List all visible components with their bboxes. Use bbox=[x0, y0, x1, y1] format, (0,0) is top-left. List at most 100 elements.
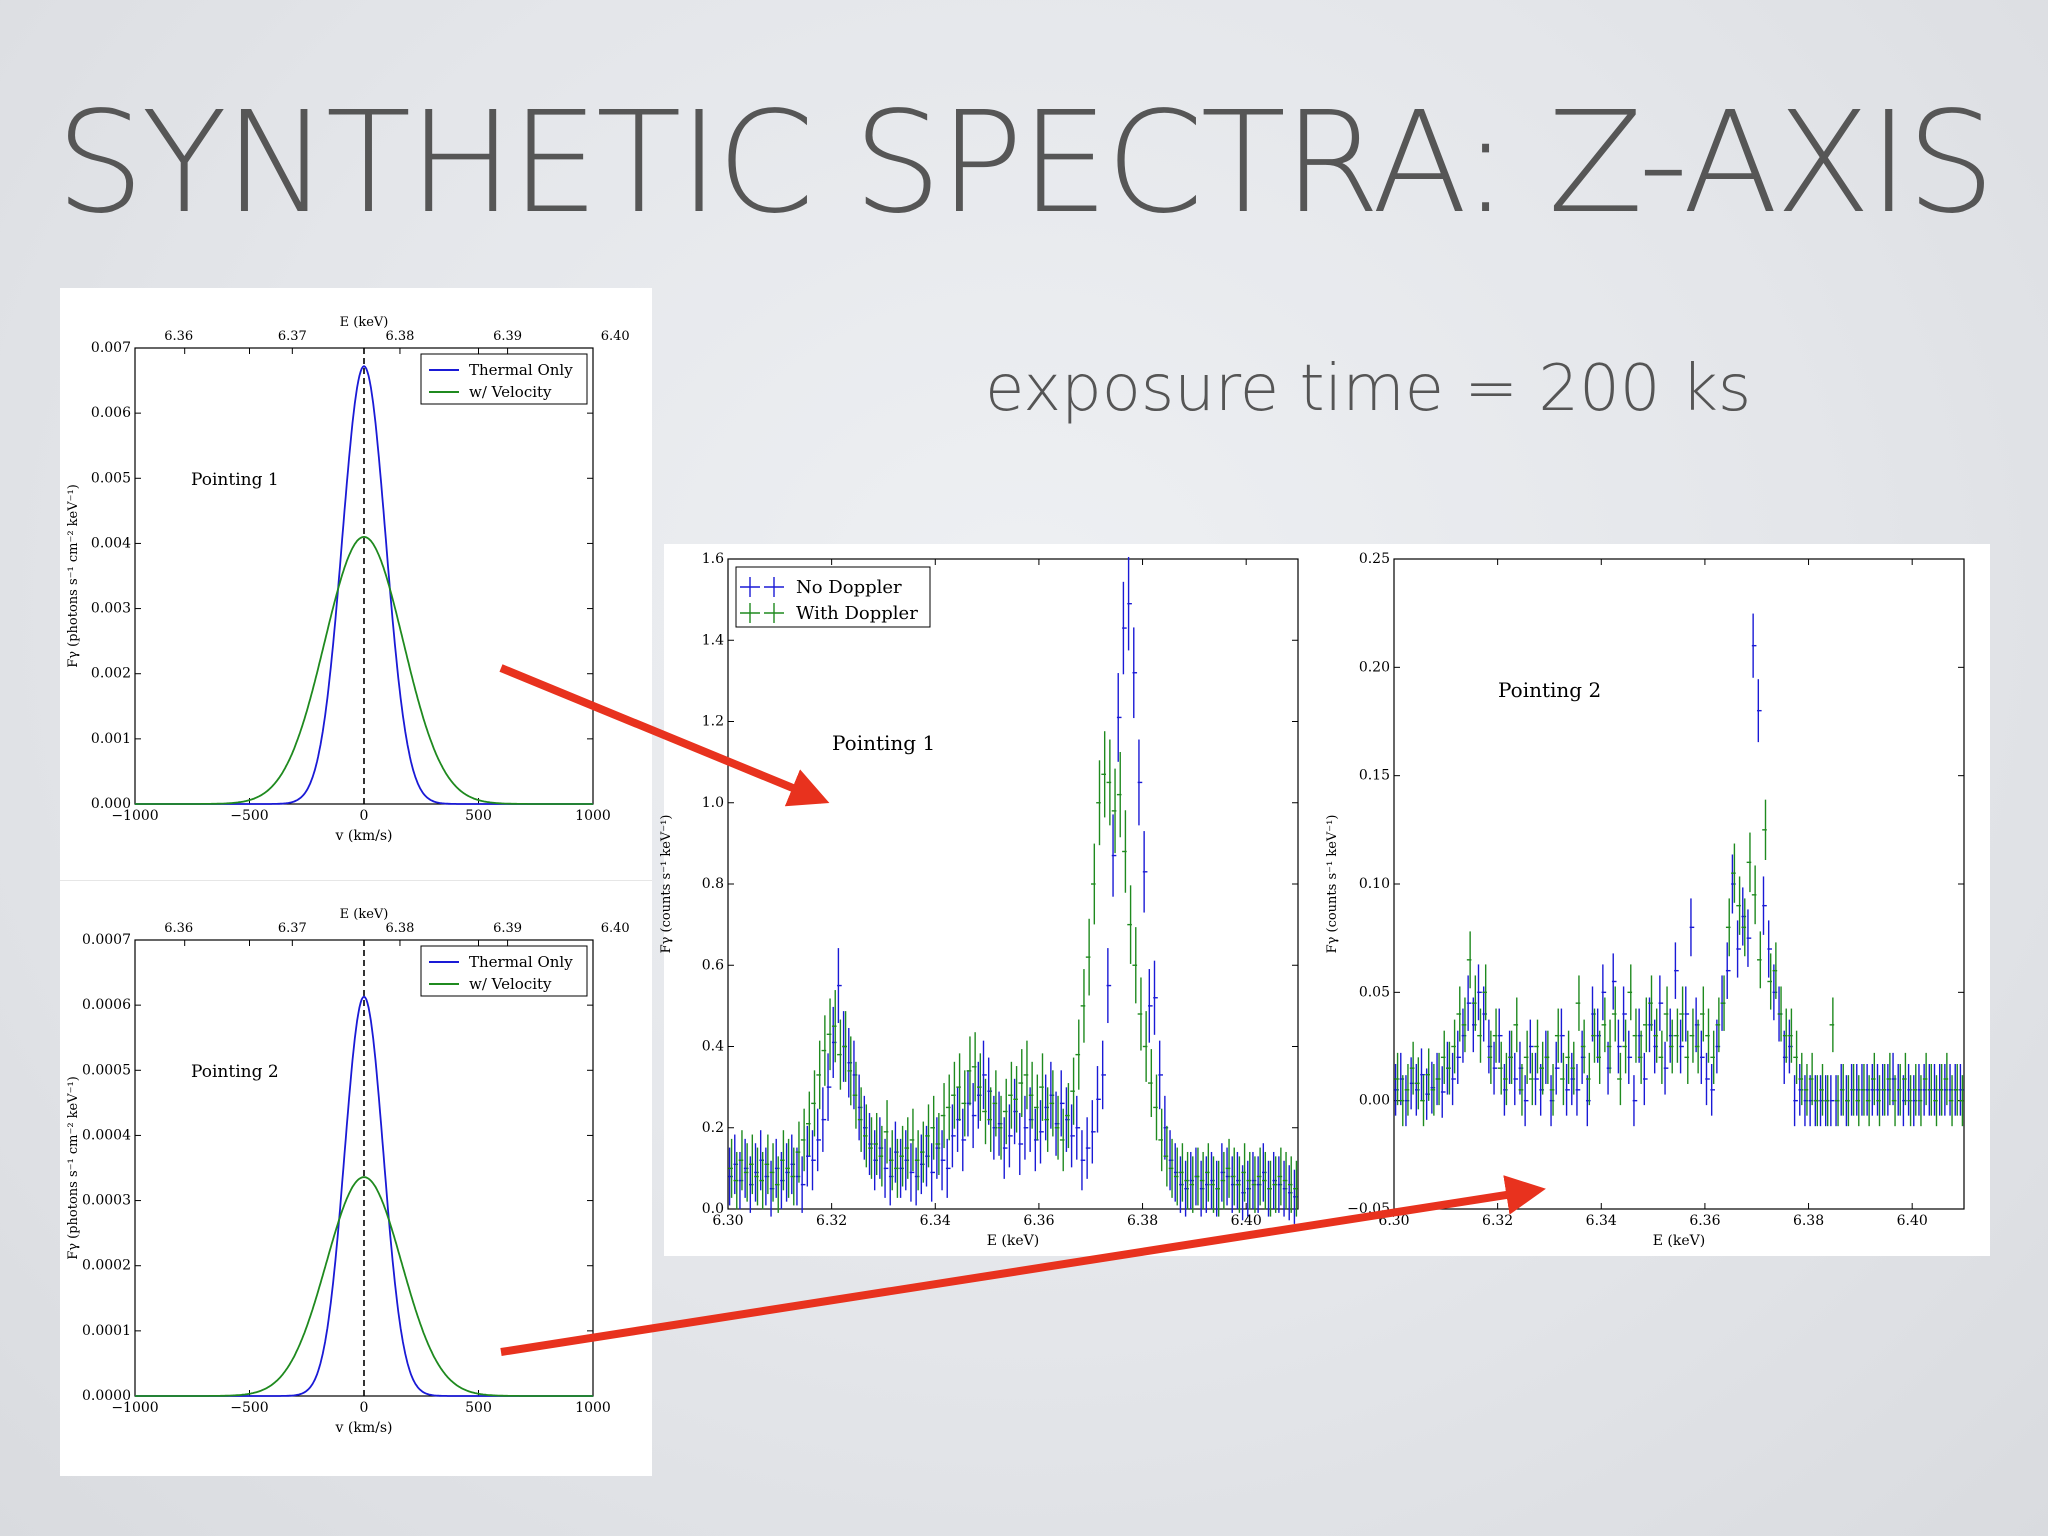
p1-line-ytick-label: 0.004 bbox=[91, 535, 131, 551]
p2-spec-plot-frame bbox=[1393, 558, 1965, 1210]
pointing-1-spectrum-chart: 6.30 6.32 6.34 6.36 6.38 6.400.00.20.40.60.81… bbox=[659, 551, 1299, 1249]
p1-line-x-axis-label: v (km/s) bbox=[335, 828, 393, 844]
p2-line-ytick-label: 0.0000 bbox=[82, 1388, 131, 1404]
p1-line-top-axis-label: E (keV) bbox=[340, 315, 389, 330]
p1-spec-ytick-label: 0.2 bbox=[702, 1120, 724, 1136]
p1-line-plot-frame bbox=[134, 347, 594, 805]
p2-line-legend-label: Thermal Only bbox=[469, 953, 573, 971]
p2-line-ytick-label: 0.0004 bbox=[82, 1127, 131, 1143]
p2-line-top-tick-label: 6.40 bbox=[601, 921, 630, 936]
p1-spec-xtick-label: 6.38 bbox=[1127, 1213, 1158, 1229]
p1-line-ytick-label: 0.003 bbox=[91, 601, 131, 617]
slide-title: SYNTHETIC SPECTRA: Z-AXIS bbox=[55, 82, 1996, 245]
p2-line-y-axis-label: Fγ (photons s⁻¹ cm⁻² keV⁻¹) bbox=[66, 1076, 81, 1260]
p2-line-series-thermal-line bbox=[135, 995, 593, 1397]
p2-spec-ytick-label: 0.15 bbox=[1359, 768, 1390, 784]
p2-spec-xtick-label: 6.40 bbox=[1897, 1213, 1928, 1229]
p1-line-top-tick-label: 6.38 bbox=[385, 329, 414, 344]
p2-spec-x-axis-label: E (keV) bbox=[1653, 1233, 1705, 1249]
p1-spec-legend-label: No Doppler bbox=[796, 577, 902, 598]
p1-line-xtick-label: 500 bbox=[465, 808, 492, 824]
p1-spec-ytick-label: 0.8 bbox=[702, 876, 724, 892]
p2-line-xtick-label: −1000 bbox=[111, 1400, 158, 1416]
p2-spec-xtick-label: 6.34 bbox=[1586, 1213, 1617, 1229]
p1-line-ytick-label: 0.005 bbox=[91, 470, 131, 486]
p2-spec-y-axis-label: Fγ (counts s⁻¹ keV⁻¹) bbox=[1325, 815, 1340, 954]
p2-line-x-axis-label: v (km/s) bbox=[335, 1420, 393, 1436]
p2-spec-ytick-label: 0.00 bbox=[1359, 1093, 1390, 1109]
p2-spec-ytick-label: 0.10 bbox=[1359, 876, 1390, 892]
p2-spec-ytick-label: 0.05 bbox=[1359, 984, 1390, 1000]
p2-line-xtick-label: −500 bbox=[230, 1400, 268, 1416]
p1-line-ytick-label: 0.002 bbox=[91, 666, 131, 682]
pointing-1-line-chart: −1000 −500 0 500 1000 0.000 0.001 0.002 0.003 0.0… bbox=[66, 315, 630, 844]
p2-line-top-tick-label: 6.38 bbox=[385, 921, 414, 936]
p1-line-xtick-label: 1000 bbox=[575, 808, 611, 824]
p1-line-legend bbox=[420, 353, 588, 405]
p1-spec-ytick-label: 0.6 bbox=[702, 957, 724, 973]
p2-line-ytick-label: 0.0005 bbox=[82, 1062, 131, 1078]
p1-line-ytick-label: 0.007 bbox=[91, 340, 131, 356]
p2-line-plot-frame bbox=[134, 939, 594, 1397]
left-figure-panel: −1000 −500 0 500 1000 0.000 0.001 0.002 0.003 0.0… bbox=[60, 288, 652, 1476]
p1-line-annotation: Pointing 1 bbox=[191, 470, 279, 490]
right-figure-panel: 6.30 6.32 6.34 6.36 6.38 6.40 0.0 0.2 0.4 0.6 0.8 1… bbox=[659, 544, 1990, 1256]
p2-line-xtick-label: 1000 bbox=[575, 1400, 611, 1416]
p1-spec-plot-frame bbox=[727, 558, 1299, 1210]
p1-spec-x-axis-label: E (keV) bbox=[987, 1233, 1039, 1249]
p1-spec-ytick-label: 1.4 bbox=[702, 632, 724, 648]
p2-line-legend bbox=[420, 945, 588, 997]
p1-line-xtick-label: 0 bbox=[360, 808, 369, 824]
p1-line-top-tick-label: 6.36 bbox=[164, 329, 193, 344]
p1-spec-legend-label: With Doppler bbox=[796, 603, 918, 624]
p1-line-top-tick-label: 6.40 bbox=[601, 329, 630, 344]
p1-line-ytick-label: 0.006 bbox=[91, 405, 131, 421]
p2-spec-ytick-label: −0.05 bbox=[1347, 1201, 1390, 1217]
p1-spec-ytick-label: 0.0 bbox=[702, 1201, 724, 1217]
p2-spec-ytick-label: 0.25 bbox=[1359, 551, 1390, 567]
p1-line-legend-label: Thermal Only bbox=[469, 361, 573, 379]
p2-line-ytick-label: 0.0003 bbox=[82, 1193, 131, 1209]
p1-spec-legend bbox=[735, 566, 931, 628]
pointing-2-spectrum-chart: 6.30 6.32 6.34 6.36 6.38 6.40−0.050.000.050.1… bbox=[1325, 551, 1965, 1249]
p1-line-y-axis-label: Fγ (photons s⁻¹ cm⁻² keV⁻¹) bbox=[66, 484, 81, 668]
p1-spec-ytick-label: 1.0 bbox=[702, 795, 724, 811]
p2-spec-xtick-label: 6.36 bbox=[1689, 1213, 1720, 1229]
p1-spec-ytick-label: 0.4 bbox=[702, 1039, 724, 1055]
p2-line-top-tick-label: 6.39 bbox=[493, 921, 522, 936]
p1-spec-ytick-label: 1.6 bbox=[702, 551, 724, 567]
p1-spec-xtick-label: 6.36 bbox=[1023, 1213, 1054, 1229]
p1-line-ytick-label: 0.000 bbox=[91, 796, 131, 812]
p2-line-top-axis-label: E (keV) bbox=[340, 907, 389, 922]
p2-line-ytick-label: 0.0002 bbox=[82, 1258, 131, 1274]
p2-line-xtick-label: 0 bbox=[360, 1400, 369, 1416]
p2-line-legend-label: w/ Velocity bbox=[469, 975, 552, 993]
p1-line-xtick-label: −500 bbox=[230, 808, 268, 824]
exposure-label: exposure time = 200 ks bbox=[985, 352, 1752, 426]
p1-spec-annotation: Pointing 1 bbox=[832, 731, 935, 755]
p2-line-annotation: Pointing 2 bbox=[191, 1062, 279, 1082]
p2-spec-xtick-label: 6.32 bbox=[1482, 1213, 1513, 1229]
p1-line-ytick-label: 0.001 bbox=[91, 731, 131, 747]
pointing-2-line-chart: −1000 −500 0 500 1000 0.0000 0.0001 0.0002 0.000… bbox=[66, 907, 630, 1436]
p2-spec-annotation: Pointing 2 bbox=[1498, 678, 1601, 702]
p1-line-top-tick-label: 6.37 bbox=[278, 329, 307, 344]
p2-spec-ytick-label: 0.20 bbox=[1359, 659, 1390, 675]
p2-line-top-tick-label: 6.37 bbox=[278, 921, 307, 936]
p1-spec-ytick-label: 1.2 bbox=[702, 714, 724, 730]
p1-spec-y-axis-label: Fγ (counts s⁻¹ keV⁻¹) bbox=[659, 815, 674, 954]
p2-line-ytick-label: 0.0007 bbox=[82, 932, 131, 948]
p1-line-legend-label: w/ Velocity bbox=[469, 383, 552, 401]
panel-divider bbox=[60, 880, 652, 881]
p2-line-ytick-label: 0.0006 bbox=[82, 997, 131, 1013]
p1-spec-xtick-label: 6.32 bbox=[816, 1213, 847, 1229]
p2-line-series-velocity-line bbox=[135, 1176, 593, 1397]
p2-spec-xtick-label: 6.38 bbox=[1793, 1213, 1824, 1229]
p2-line-top-tick-label: 6.36 bbox=[164, 921, 193, 936]
p1-spec-xtick-label: 6.34 bbox=[920, 1213, 951, 1229]
p2-line-xtick-label: 500 bbox=[465, 1400, 492, 1416]
p1-spec-xtick-label: 6.40 bbox=[1231, 1213, 1262, 1229]
p2-line-ytick-label: 0.0001 bbox=[82, 1323, 131, 1339]
p1-line-series-velocity-line bbox=[135, 535, 593, 805]
p1-line-top-tick-label: 6.39 bbox=[493, 329, 522, 344]
